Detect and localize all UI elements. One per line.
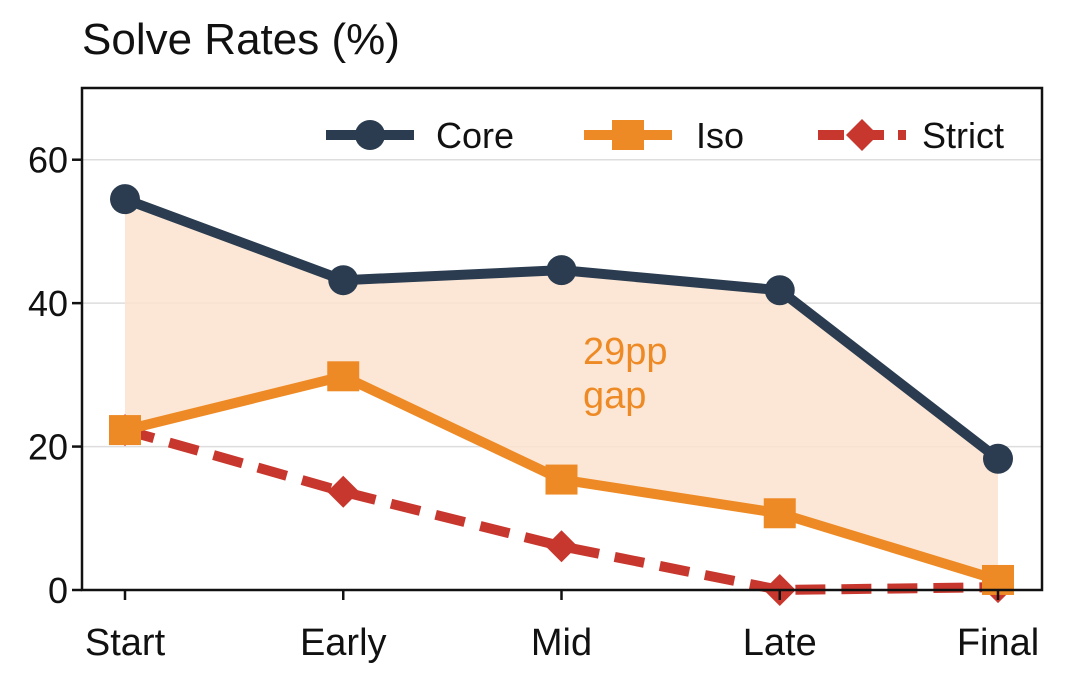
legend-item-strict: Strict <box>818 115 1004 156</box>
annotation-line-1: gap <box>583 375 646 417</box>
marker-iso-early <box>327 361 360 392</box>
legend-label-core: Core <box>436 115 514 156</box>
x-tick-label-mid: Mid <box>531 622 592 664</box>
annotation-line-0: 29pp <box>583 331 668 373</box>
marker-core-early <box>328 265 359 296</box>
y-tick-label-3: 60 <box>28 140 68 181</box>
marker-iso-late <box>763 498 796 529</box>
marker-core-mid <box>546 255 577 286</box>
y-tick-label-1: 20 <box>28 427 68 468</box>
legend: Core Iso Strict <box>326 115 1004 156</box>
axes: 0 20 40 60 Start Early Mid Late Final <box>28 86 1044 664</box>
legend-label-strict: Strict <box>922 115 1004 156</box>
chart-title: Solve Rates (%) <box>82 15 400 64</box>
marker-iso-start <box>109 415 141 446</box>
x-tick-label-early: Early <box>300 622 387 664</box>
marker-strict-mid <box>545 530 578 563</box>
y-tick-label-0: 0 <box>48 570 68 611</box>
marker-core-start <box>110 184 140 215</box>
marker-strict-early <box>327 475 360 508</box>
legend-item-iso: Iso <box>584 115 744 156</box>
marker-core-final <box>983 443 1013 474</box>
x-tick-label-start: Start <box>85 622 166 664</box>
legend-marker-core <box>355 120 385 150</box>
legend-label-iso: Iso <box>696 115 744 156</box>
legend-marker-iso <box>612 120 644 150</box>
marker-iso-mid <box>545 464 578 495</box>
marker-core-late <box>764 275 795 306</box>
series-iso <box>109 361 1014 595</box>
series-core <box>110 184 1013 474</box>
legend-item-core: Core <box>326 115 514 156</box>
y-tick-label-2: 40 <box>28 283 68 324</box>
x-tick-label-final: Final <box>957 622 1039 664</box>
legend-marker-strict <box>846 119 878 151</box>
series-layer <box>109 184 1014 606</box>
x-tick-label-late: Late <box>743 622 817 664</box>
